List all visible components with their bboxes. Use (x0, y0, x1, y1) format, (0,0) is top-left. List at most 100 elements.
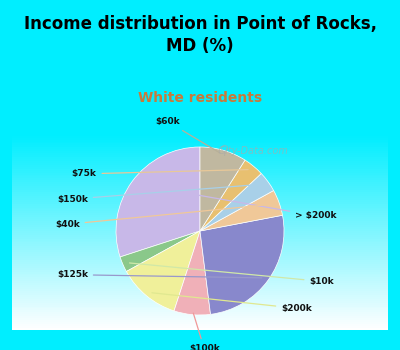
Bar (12, 307, 388, 308)
Bar (12, 243, 388, 244)
Bar (12, 208, 388, 209)
Bar (12, 159, 388, 161)
Text: $10k: $10k (130, 263, 334, 286)
Bar (12, 289, 388, 291)
Bar (12, 175, 388, 176)
Text: ⚲: ⚲ (220, 144, 229, 157)
Wedge shape (200, 147, 245, 231)
Bar (12, 283, 388, 285)
Bar (12, 161, 388, 163)
Wedge shape (174, 231, 210, 315)
Bar (12, 155, 388, 157)
Bar (12, 295, 388, 297)
Text: $200k: $200k (152, 293, 312, 313)
Bar (12, 285, 388, 287)
Bar (12, 264, 388, 266)
Bar (12, 211, 388, 214)
Bar (12, 153, 388, 155)
Bar (12, 308, 388, 310)
Bar (12, 209, 388, 211)
Bar (12, 235, 388, 237)
Bar (12, 180, 388, 182)
Bar (12, 227, 388, 229)
Bar (12, 198, 388, 200)
Bar (12, 147, 388, 149)
Text: > $200k: > $200k (138, 184, 337, 220)
Bar (12, 314, 388, 316)
Bar (12, 297, 388, 299)
Bar (12, 260, 388, 262)
Bar (12, 240, 388, 243)
Bar (12, 275, 388, 278)
Bar (12, 178, 388, 180)
Bar (12, 316, 388, 318)
Bar (12, 248, 388, 250)
Bar (12, 221, 388, 223)
Bar (12, 270, 388, 272)
Bar (12, 149, 388, 151)
Bar (12, 196, 388, 198)
Bar (12, 140, 388, 141)
Bar (12, 184, 388, 186)
Wedge shape (200, 160, 261, 231)
Bar (12, 163, 388, 165)
Text: $150k: $150k (57, 184, 262, 204)
Bar (12, 169, 388, 171)
Bar (12, 281, 388, 283)
Bar (12, 176, 388, 178)
Bar (12, 326, 388, 328)
Bar (12, 252, 388, 254)
Text: $75k: $75k (72, 169, 248, 178)
Bar (12, 258, 388, 260)
Bar (12, 138, 388, 140)
Bar (12, 310, 388, 312)
Wedge shape (200, 174, 274, 231)
Bar (12, 303, 388, 304)
Bar (12, 291, 388, 293)
Bar (12, 279, 388, 281)
Bar (12, 223, 388, 225)
Bar (12, 287, 388, 289)
Bar (12, 324, 388, 326)
Bar (12, 173, 388, 175)
Bar (12, 188, 388, 190)
Bar (12, 250, 388, 252)
Bar (12, 200, 388, 202)
Text: $125k: $125k (57, 270, 262, 279)
Bar (12, 262, 388, 264)
Bar (12, 233, 388, 235)
Bar (12, 268, 388, 270)
Wedge shape (116, 147, 200, 257)
Bar (12, 322, 388, 324)
Bar (12, 225, 388, 227)
Bar (12, 312, 388, 314)
Bar (12, 244, 388, 246)
Bar (12, 190, 388, 192)
Bar (12, 299, 388, 301)
Text: $40k: $40k (55, 204, 272, 229)
Wedge shape (126, 231, 200, 311)
Bar (12, 217, 388, 219)
Text: City-Data.com: City-Data.com (212, 146, 288, 156)
Bar (12, 214, 388, 215)
Bar (12, 272, 388, 273)
Bar (12, 205, 388, 208)
Bar (12, 186, 388, 188)
Bar (12, 229, 388, 231)
Bar (12, 219, 388, 221)
Wedge shape (120, 231, 200, 272)
Bar (12, 192, 388, 194)
Bar (12, 254, 388, 256)
Bar (12, 136, 388, 138)
Bar (12, 256, 388, 258)
Bar (12, 318, 388, 320)
Bar (12, 144, 388, 145)
Bar (12, 165, 388, 167)
Bar (12, 151, 388, 153)
Text: $60k: $60k (156, 117, 220, 153)
Bar (12, 278, 388, 279)
Bar (12, 237, 388, 239)
Bar (12, 328, 388, 330)
Bar (12, 266, 388, 268)
Bar (12, 194, 388, 196)
